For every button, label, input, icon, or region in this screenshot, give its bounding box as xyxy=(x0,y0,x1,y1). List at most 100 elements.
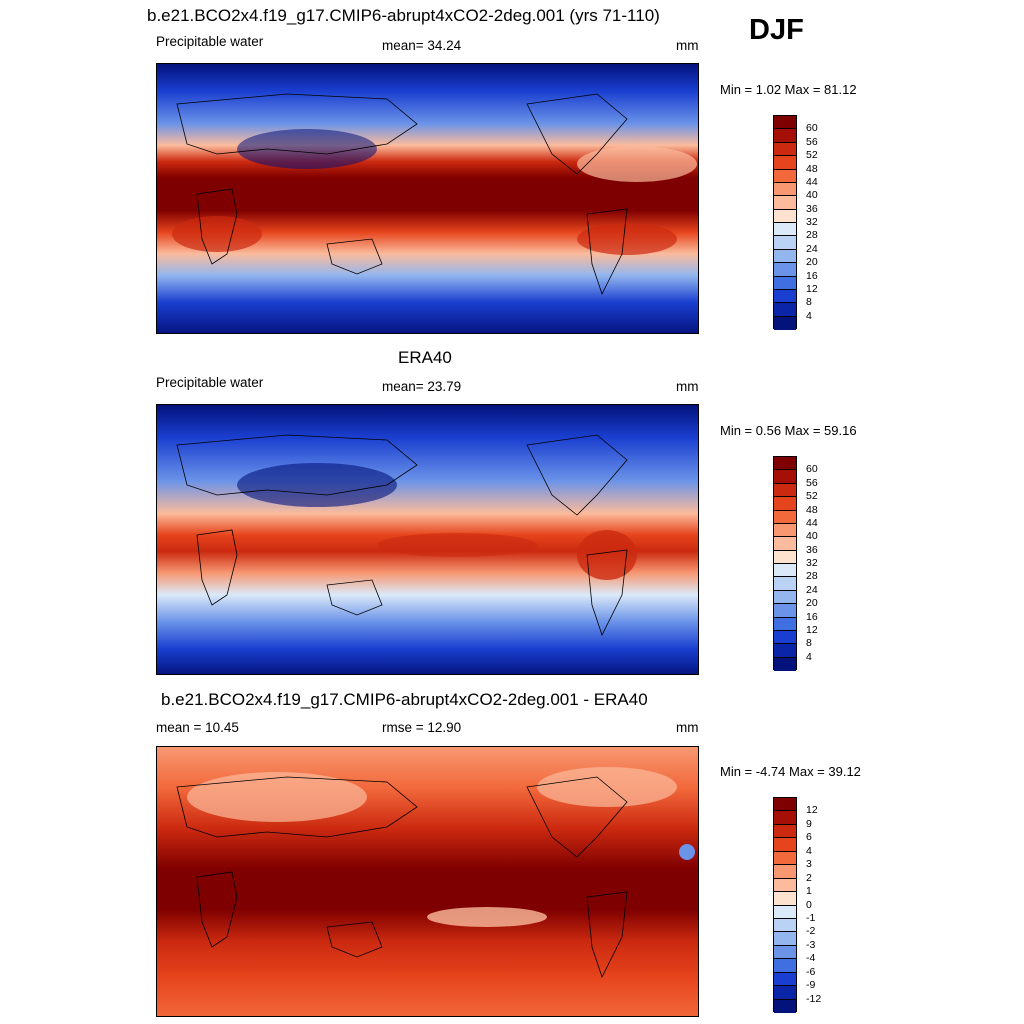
colorbar-1-tick-label: 44 xyxy=(806,175,818,188)
colorbar-3-swatch xyxy=(774,798,796,812)
colorbar-3-tick-label: 0 xyxy=(806,898,812,911)
colorbar-1-swatch xyxy=(774,156,796,170)
colorbar-2-swatch xyxy=(774,564,796,578)
colorbar-1-swatch xyxy=(774,316,796,330)
colorbar-2-swatch xyxy=(774,644,796,658)
colorbar-2-swatch xyxy=(774,470,796,484)
panel-3-title: b.e21.BCO2x4.f19_g17.CMIP6-abrupt4xCO2-2… xyxy=(161,690,648,709)
colorbar-2-tick-label: 20 xyxy=(806,597,818,610)
colorbar-3-swatch xyxy=(774,905,796,919)
colorbar-3-tick-label: -2 xyxy=(806,925,816,938)
colorbar-2-tick-label: 48 xyxy=(806,503,818,516)
colorbar-3-tick-label: -9 xyxy=(806,979,816,992)
colorbar-1-swatch xyxy=(774,223,796,237)
colorbar-2-swatch xyxy=(774,457,796,471)
colorbar-2-tick-label: 60 xyxy=(806,463,818,476)
colorbar-1-swatch xyxy=(774,129,796,143)
panel-3-rmse-label: rmse = 12.90 xyxy=(382,720,462,735)
panel-1-units-label: mm xyxy=(676,38,699,53)
colorbar-2-swatch xyxy=(774,617,796,631)
colorbar-2-swatch xyxy=(774,523,796,538)
colorbar-1-tick-label: 28 xyxy=(806,229,818,242)
colorbar-3-tick-label: 4 xyxy=(806,844,812,857)
colorbar-2-tick-label: 52 xyxy=(806,490,818,503)
colorbar-3-tick-label: 9 xyxy=(806,817,812,830)
colorbar-3-swatch xyxy=(774,932,796,946)
colorbar-2-swatch xyxy=(774,630,796,645)
panel-3-map xyxy=(156,746,699,1017)
colorbar-1-swatch xyxy=(774,182,796,197)
colorbar-2-tick-label: 36 xyxy=(806,543,818,556)
colorbar-1-tick-label: 48 xyxy=(806,162,818,175)
colorbar-3-swatch xyxy=(774,945,796,960)
colorbar-2-swatch xyxy=(774,483,796,498)
colorbar-3-swatch xyxy=(774,959,796,973)
panel-3-units-label: mm xyxy=(676,720,699,735)
colorbar-2-swatch xyxy=(774,537,796,551)
colorbar-3-tick-label: 6 xyxy=(806,831,812,844)
colorbar-3-tick-label: 3 xyxy=(806,858,812,871)
colorbar-2-swatch xyxy=(774,510,796,524)
colorbar-3-swatch xyxy=(774,878,796,893)
colorbar-2-swatch xyxy=(774,590,796,605)
panel-2-mean-label: mean= 23.79 xyxy=(382,379,462,394)
colorbar-1-swatch xyxy=(774,289,796,304)
colorbar-2-swatch xyxy=(774,550,796,564)
panel-1-map xyxy=(156,63,699,334)
panel-2-variable-label: Precipitable water xyxy=(156,375,264,390)
panel-1-minmax-label: Min = 1.02 Max = 81.12 xyxy=(720,82,857,97)
panel-2-minmax-label: Min = 0.56 Max = 59.16 xyxy=(720,423,857,438)
colorbar-3-swatch xyxy=(774,892,796,906)
colorbar-1-tick-label: 8 xyxy=(806,296,812,309)
colorbar-3-tick-label: -1 xyxy=(806,911,816,924)
colorbar-3-swatch xyxy=(774,999,796,1013)
colorbar-3-swatch xyxy=(774,865,796,879)
colorbar-3-swatch xyxy=(774,838,796,852)
colorbar-3-swatch xyxy=(774,851,796,866)
panel-2-map xyxy=(156,404,699,675)
colorbar-2-tick-label: 16 xyxy=(806,610,818,623)
colorbar-2-tick-label: 4 xyxy=(806,650,812,663)
panel-1-title: b.e21.BCO2x4.f19_g17.CMIP6-abrupt4xCO2-2… xyxy=(147,6,660,25)
colorbar-1-tick-label: 40 xyxy=(806,189,818,202)
colorbar-2-tick-label: 12 xyxy=(806,623,818,636)
panel-2-units-label: mm xyxy=(676,379,699,394)
colorbar-1 xyxy=(773,115,797,330)
colorbar-2 xyxy=(773,456,797,671)
colorbar-2-swatch xyxy=(774,604,796,618)
colorbar-3-tick-label: -6 xyxy=(806,965,816,978)
colorbar-1-tick-label: 32 xyxy=(806,216,818,228)
colorbar-2-swatch xyxy=(774,657,796,671)
colorbar-1-tick-label: 36 xyxy=(806,202,818,215)
colorbar-3-swatch xyxy=(774,824,796,839)
colorbar-2-tick-label: 24 xyxy=(806,583,818,596)
colorbar-2-swatch xyxy=(774,497,796,511)
colorbar-3 xyxy=(773,797,797,1013)
colorbar-3-tick-label: -4 xyxy=(806,952,816,965)
colorbar-1-swatch xyxy=(774,142,796,157)
colorbar-3-tick-label: 2 xyxy=(806,871,812,884)
colorbar-1-swatch xyxy=(774,303,796,317)
colorbar-1-swatch xyxy=(774,263,796,277)
panel-2-title: ERA40 xyxy=(398,348,452,367)
colorbar-3-tick-label: -3 xyxy=(806,938,816,951)
colorbar-2-tick-label: 32 xyxy=(806,557,818,569)
colorbar-2-tick-label: 40 xyxy=(806,530,818,543)
panel-1-variable-label: Precipitable water xyxy=(156,34,264,49)
colorbar-3-swatch xyxy=(774,918,796,933)
colorbar-2-tick-label: 8 xyxy=(806,637,812,650)
colorbar-2-tick-label: 56 xyxy=(806,476,818,489)
colorbar-1-tick-label: 60 xyxy=(806,122,818,135)
colorbar-1-tick-label: 20 xyxy=(806,256,818,269)
colorbar-1-swatch xyxy=(774,116,796,130)
colorbar-3-swatch xyxy=(774,811,796,825)
colorbar-2-tick-label: 44 xyxy=(806,516,818,529)
panel-3-minmax-label: Min = -4.74 Max = 39.12 xyxy=(720,764,861,779)
colorbar-1-tick-label: 52 xyxy=(806,149,818,162)
colorbar-2-tick-label: 28 xyxy=(806,570,818,583)
colorbar-1-swatch xyxy=(774,276,796,290)
colorbar-1-tick-label: 56 xyxy=(806,135,818,148)
colorbar-3-swatch xyxy=(774,972,796,987)
colorbar-3-tick-label: 12 xyxy=(806,804,818,817)
colorbar-3-swatch xyxy=(774,986,796,1000)
